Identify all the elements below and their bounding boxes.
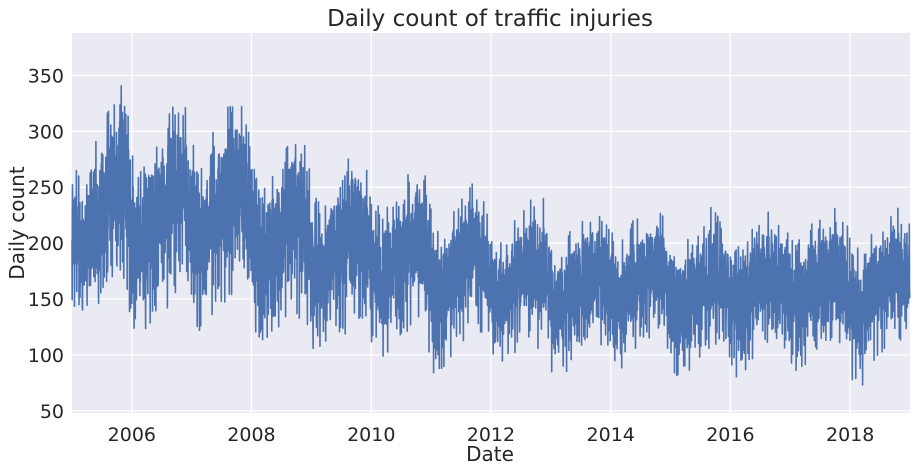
y-tick-labels: 50 100 150 200 250 300 350 xyxy=(28,65,64,422)
y-tick-label: 100 xyxy=(28,345,64,367)
series-line xyxy=(71,85,911,386)
y-axis-label: Daily count xyxy=(5,166,29,280)
x-tick-label: 2006 xyxy=(108,424,156,446)
x-axis-label: Date xyxy=(466,442,514,466)
y-tick-label: 50 xyxy=(40,401,64,423)
series-layer xyxy=(71,85,911,386)
y-tick-label: 350 xyxy=(28,65,64,87)
y-tick-label: 200 xyxy=(28,233,64,255)
y-tick-label: 300 xyxy=(28,121,64,143)
x-tick-label: 2018 xyxy=(826,424,874,446)
x-tick-label: 2012 xyxy=(467,424,515,446)
x-tick-label: 2016 xyxy=(706,424,754,446)
y-tick-label: 250 xyxy=(28,177,64,199)
y-tick-label: 150 xyxy=(28,289,64,311)
x-tick-label: 2008 xyxy=(227,424,275,446)
x-tick-label: 2014 xyxy=(587,424,635,446)
x-tick-label: 2010 xyxy=(347,424,395,446)
chart-title: Daily count of traffic injuries xyxy=(327,6,653,32)
x-tick-labels: 2006 2008 2010 2012 2014 2016 2018 xyxy=(108,424,875,446)
